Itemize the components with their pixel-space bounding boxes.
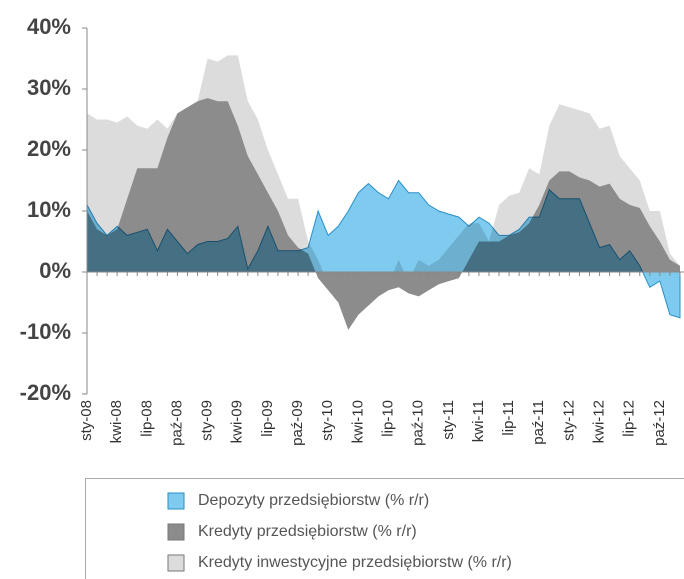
x-tick-label: paź-10 <box>410 400 427 446</box>
x-tick-label: lip-11 <box>500 400 517 436</box>
x-tick-label: sty-11 <box>440 400 457 440</box>
x-tick-label: lip-08 <box>138 400 155 437</box>
y-tick-label: -20% <box>20 380 71 405</box>
legend-frame <box>85 478 684 579</box>
plot-area <box>86 55 681 330</box>
x-tick-label: lip-09 <box>259 400 276 437</box>
x-tick-label: paź-08 <box>168 400 185 446</box>
legend-swatch <box>167 523 185 541</box>
x-tick-label: paź-09 <box>289 400 306 446</box>
x-tick-label: sty-08 <box>78 400 95 441</box>
legend: Depozyty przedsiębiorstw (% r/r) Kredyty … <box>167 492 512 572</box>
y-tick-label: 0% <box>39 258 71 283</box>
legend-swatch <box>167 554 185 572</box>
legend-label: Kredyty przedsiębiorstw (% r/r) <box>198 523 417 540</box>
legend-swatch <box>167 492 185 510</box>
x-tick-label: kwi-10 <box>349 400 366 443</box>
legend-label: Kredyty inwestycyjne przedsiębiorstw (% … <box>198 554 512 571</box>
y-tick-label: 20% <box>27 136 71 161</box>
x-tick-label: paź-11 <box>530 400 547 445</box>
x-tick-label: sty-10 <box>319 400 336 441</box>
x-tick-label: paź-12 <box>651 400 668 446</box>
x-tick-label: lip-12 <box>621 400 638 437</box>
x-tick-label: sty-09 <box>199 400 216 441</box>
x-tick-label: sty-12 <box>560 400 577 441</box>
axes: -20% -10% 0% 10% 20% 30% 40% sty-08 kwi-08 lip-08… <box>20 14 684 446</box>
legend-label: Depozyty przedsiębiorstw (% r/r) <box>198 492 429 509</box>
y-tick-label: 10% <box>27 197 71 222</box>
x-tick-label: kwi-11 <box>470 400 487 442</box>
area <box>86 179 681 319</box>
x-tick-label: kwi-09 <box>229 400 246 443</box>
x-tick-label: kwi-08 <box>108 400 125 443</box>
y-tick-label: 40% <box>27 14 71 39</box>
x-tick-label: lip-10 <box>379 400 396 437</box>
y-tick-label: 30% <box>27 75 71 100</box>
x-tick-label: kwi-12 <box>591 400 608 443</box>
y-tick-label: -10% <box>20 319 71 344</box>
